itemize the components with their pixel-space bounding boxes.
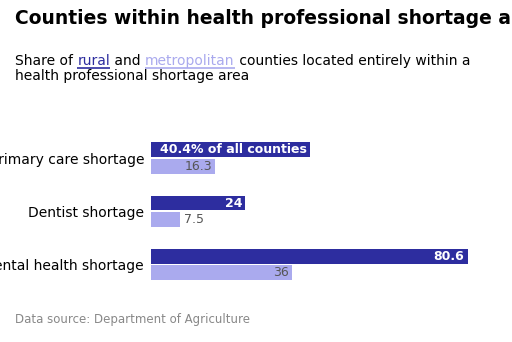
Text: counties located entirely within a: counties located entirely within a xyxy=(234,54,470,68)
Text: Counties within health professional shortage areas: Counties within health professional shor… xyxy=(15,9,512,28)
Text: metropolitan: metropolitan xyxy=(145,54,234,68)
Bar xyxy=(151,249,467,264)
Text: Share of: Share of xyxy=(15,54,77,68)
Text: 7.5: 7.5 xyxy=(184,213,204,226)
Text: rural: rural xyxy=(77,54,110,68)
Bar xyxy=(151,265,292,280)
Text: 40.4% of all counties: 40.4% of all counties xyxy=(160,143,307,156)
Bar xyxy=(151,142,310,157)
Bar xyxy=(151,196,245,210)
Bar xyxy=(151,212,181,227)
Text: and: and xyxy=(110,54,145,68)
Text: 36: 36 xyxy=(273,266,289,279)
Text: 16.3: 16.3 xyxy=(184,160,212,173)
Text: 24: 24 xyxy=(225,197,242,210)
Text: 80.6: 80.6 xyxy=(434,250,464,263)
Text: Data source: Department of Agriculture: Data source: Department of Agriculture xyxy=(15,313,250,326)
Bar xyxy=(151,159,215,174)
Text: health professional shortage area: health professional shortage area xyxy=(15,69,249,83)
